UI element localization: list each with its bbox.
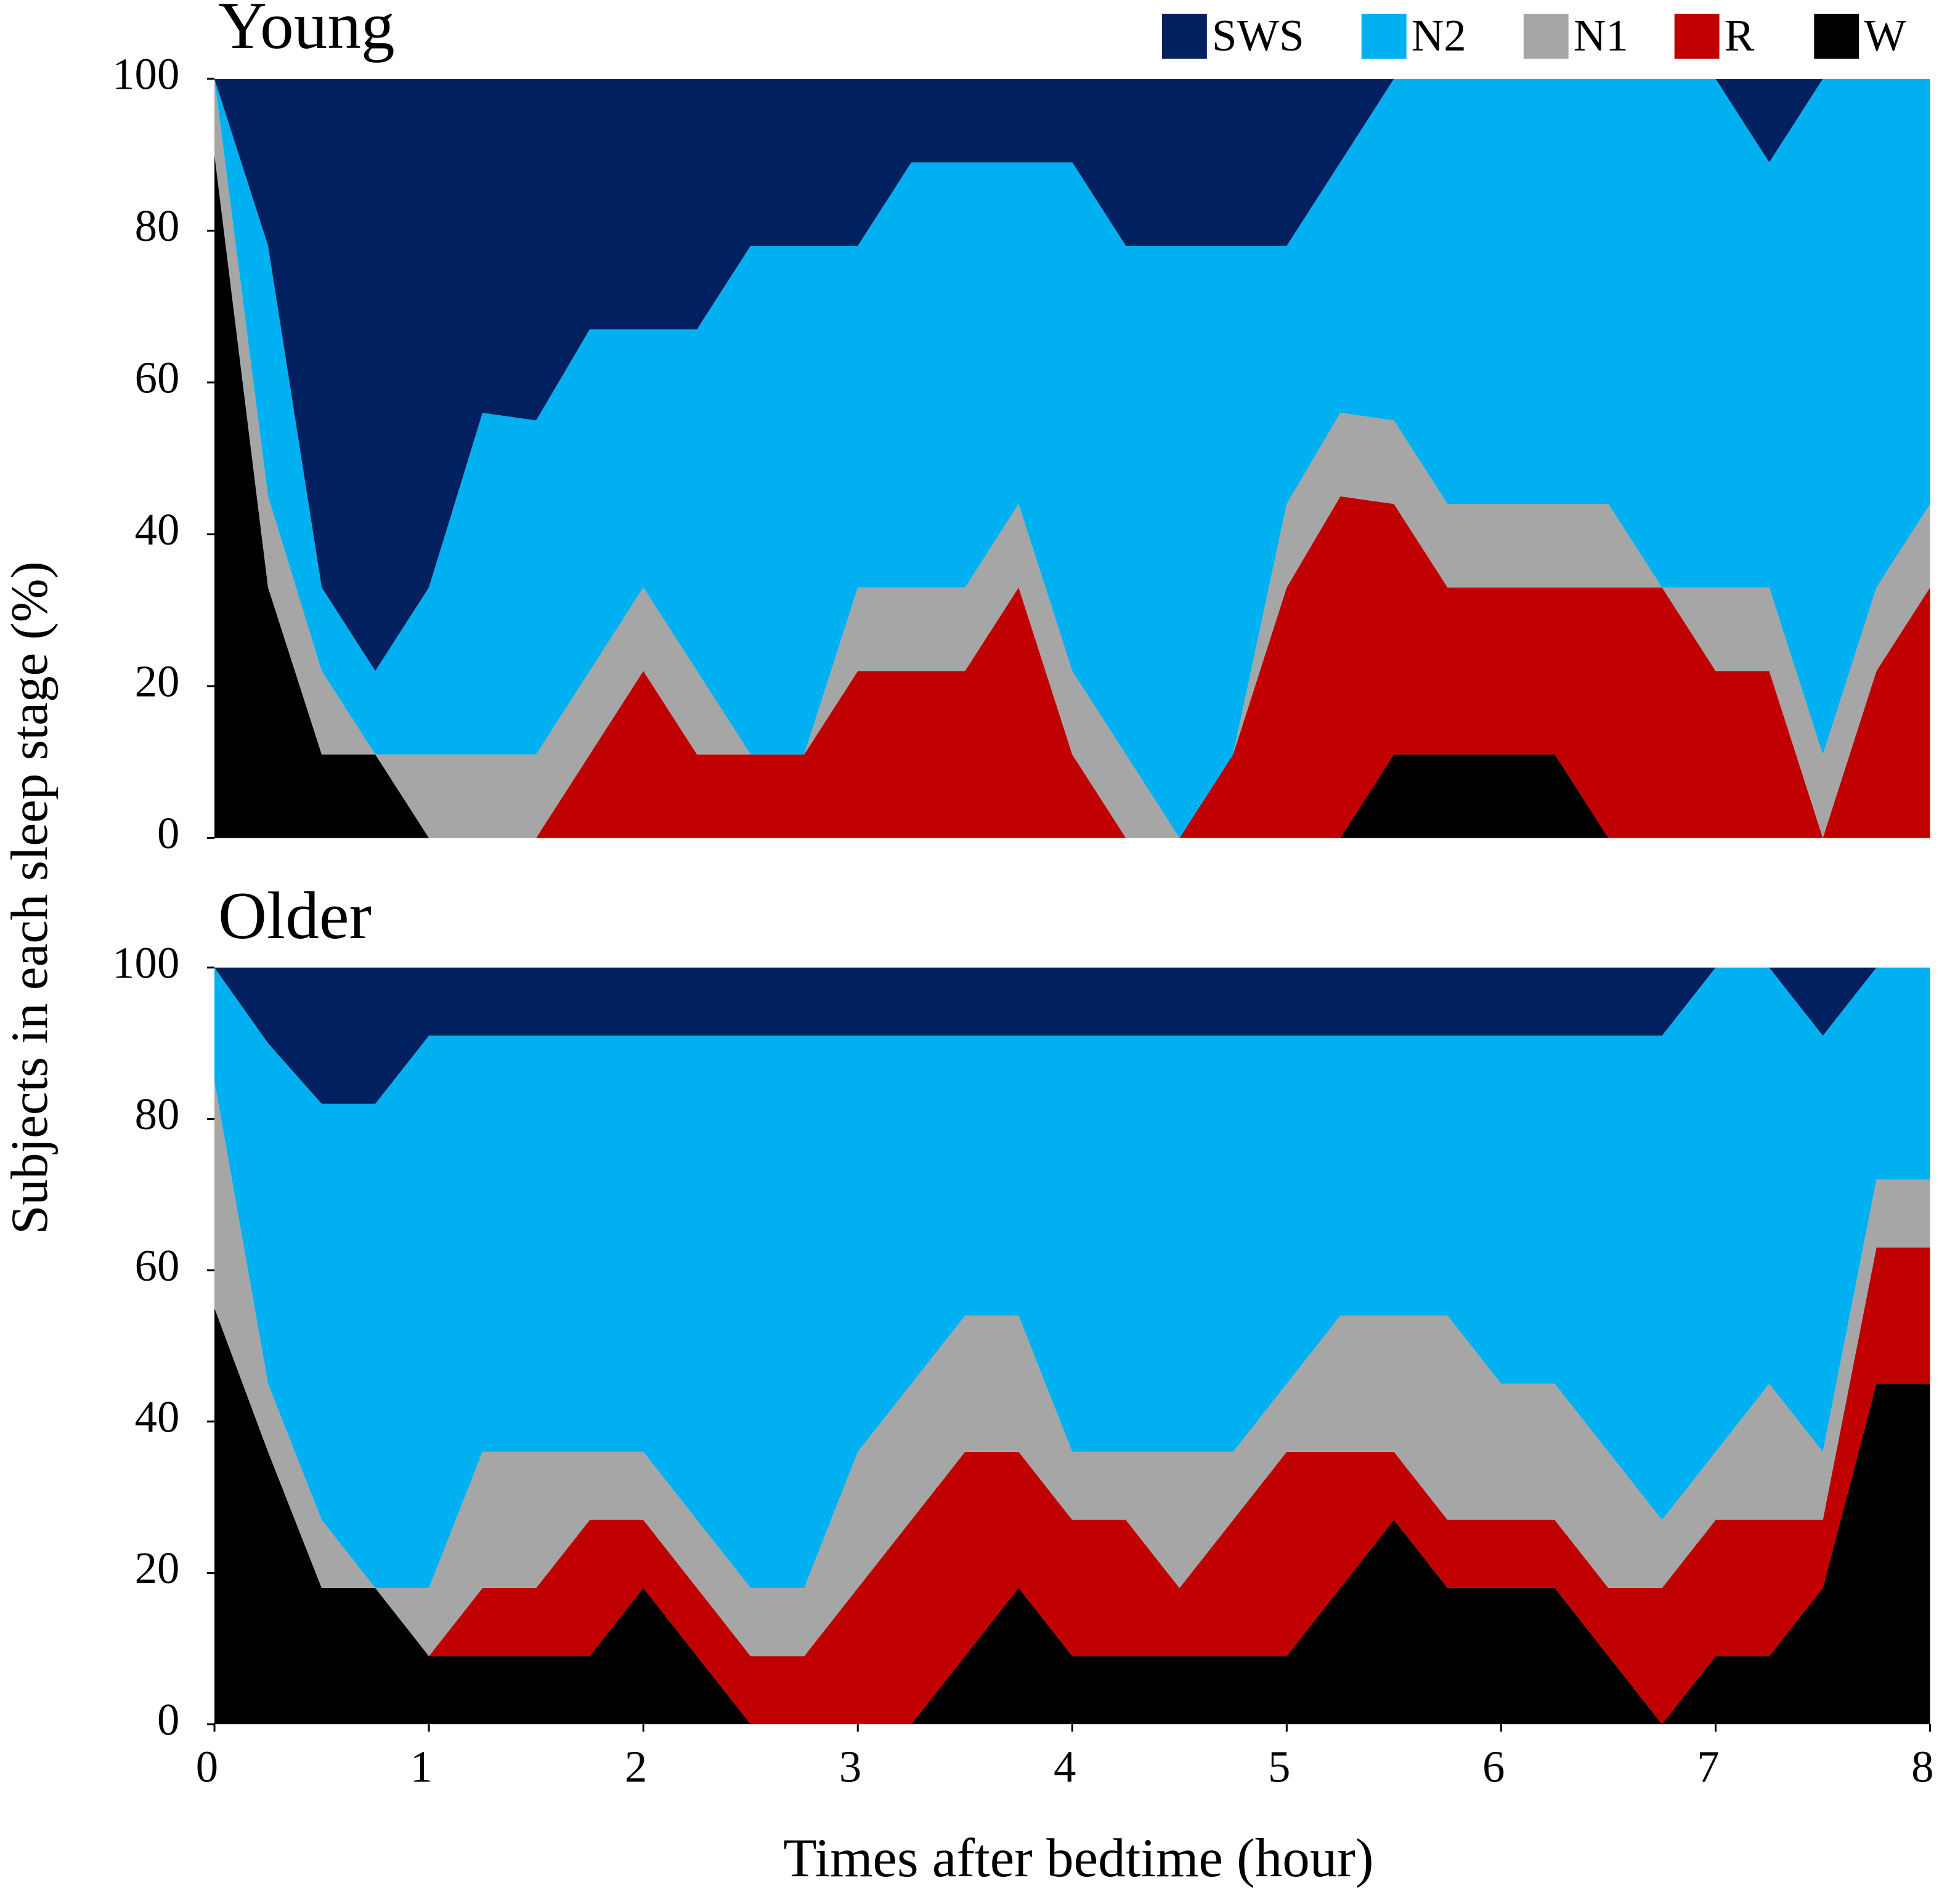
x-axis-label: Times after bedtime (hour)	[783, 1828, 1373, 1889]
x-tick-label: 2	[625, 1742, 647, 1792]
area-series	[214, 78, 1930, 671]
y-tick-label: 20	[135, 1543, 180, 1593]
x-tick-label: 8	[1911, 1742, 1933, 1792]
x-tick-label: 1	[410, 1742, 433, 1792]
y-tick-label: 100	[112, 49, 179, 99]
x-tick-label: 5	[1268, 1742, 1290, 1792]
chart-title: Older	[218, 878, 372, 953]
legend-label: W	[1864, 10, 1906, 60]
y-tick-label: 60	[135, 353, 180, 403]
x-tick-label: 7	[1697, 1742, 1719, 1792]
legend-swatch	[1814, 14, 1859, 59]
y-tick-label: 40	[135, 504, 180, 554]
y-axis-label: Subjects in each sleep stage (%)	[1, 561, 59, 1234]
area-series	[214, 78, 1930, 838]
area-series	[214, 155, 1930, 838]
y-tick-label: 80	[135, 1089, 180, 1139]
legend-swatch	[1361, 14, 1407, 59]
y-tick-label: 20	[135, 657, 180, 707]
area-series	[214, 1081, 1930, 1656]
y-tick-label: 60	[135, 1241, 180, 1290]
x-tick-label: 3	[839, 1742, 861, 1792]
y-tick-label: 0	[157, 1695, 179, 1744]
area-series	[214, 967, 1930, 1589]
area-series	[214, 78, 1930, 838]
legend-label: N1	[1574, 10, 1628, 60]
y-tick-label: 80	[135, 201, 180, 251]
legend-label: SWS	[1212, 10, 1304, 60]
legend-label: N2	[1412, 10, 1466, 60]
x-tick-label: 6	[1482, 1742, 1505, 1792]
x-tick-label: 4	[1054, 1742, 1076, 1792]
y-tick-label: 0	[157, 808, 179, 858]
y-tick-label: 40	[135, 1392, 180, 1442]
legend-swatch	[1523, 14, 1569, 59]
chart-title: Young	[218, 0, 395, 63]
x-tick-label: 0	[196, 1742, 218, 1792]
legend-swatch	[1161, 14, 1207, 59]
area-series	[214, 1308, 1930, 1725]
area-series	[214, 967, 1930, 1104]
legend-swatch	[1674, 14, 1720, 59]
area-series	[214, 1247, 1930, 1725]
y-tick-label: 100	[112, 938, 179, 988]
legend-label: R	[1725, 10, 1755, 60]
